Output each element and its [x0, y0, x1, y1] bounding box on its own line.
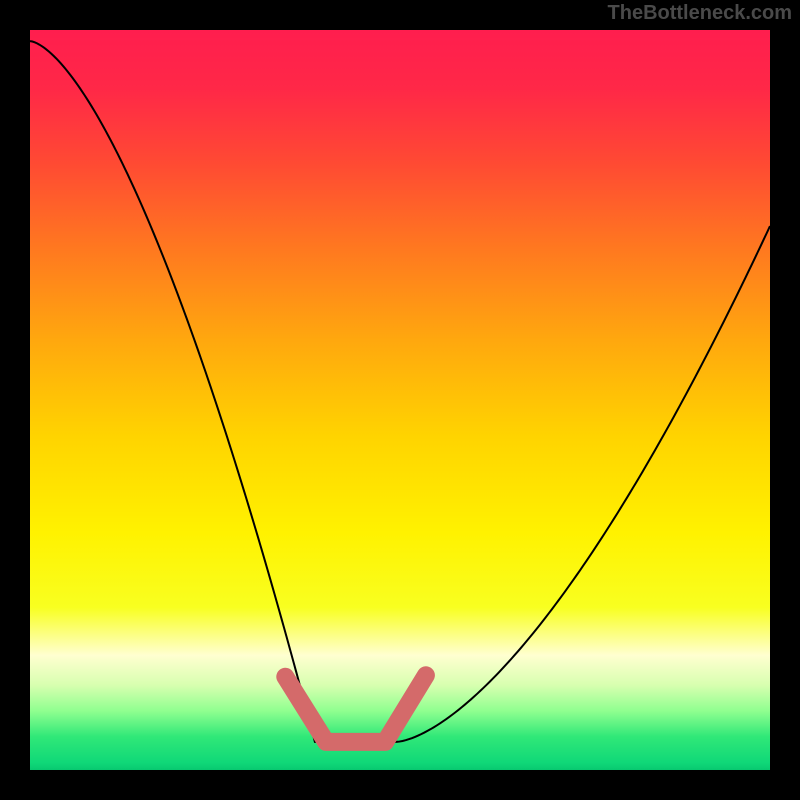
bottleneck-chart: [0, 0, 800, 800]
watermark-text: TheBottleneck.com: [608, 2, 792, 25]
